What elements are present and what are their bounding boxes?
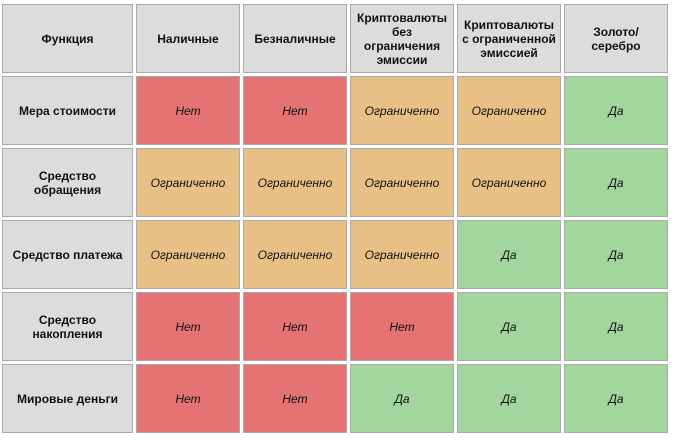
table-cell: Да — [564, 292, 668, 361]
table-cell: Да — [564, 220, 668, 289]
row-label: Средство обращения — [2, 148, 133, 217]
table-row: Мера стоимости Нет Нет Ограниченно Огран… — [2, 76, 668, 145]
header-noncash: Безналичные — [243, 4, 347, 73]
table-cell: Ограниченно — [243, 148, 347, 217]
table-cell: Ограниченно — [136, 148, 240, 217]
header-function: Функция — [2, 4, 133, 73]
table-cell: Нет — [243, 292, 347, 361]
table-cell: Да — [457, 220, 561, 289]
table-row: Средство накопления Нет Нет Нет Да Да — [2, 292, 668, 361]
table-cell: Ограниченно — [350, 76, 454, 145]
row-label: Мировые деньги — [2, 364, 133, 433]
table-row: Мировые деньги Нет Нет Да Да Да — [2, 364, 668, 433]
row-label: Средство накопления — [2, 292, 133, 361]
table-cell: Ограниченно — [350, 220, 454, 289]
table-cell: Ограниченно — [457, 148, 561, 217]
row-label: Мера стоимости — [2, 76, 133, 145]
table-cell: Да — [457, 364, 561, 433]
table-cell: Ограниченно — [350, 148, 454, 217]
table-row: Средство платежа Ограниченно Ограниченно… — [2, 220, 668, 289]
header-gold-silver: Золото/серебро — [564, 4, 668, 73]
table-cell: Нет — [243, 364, 347, 433]
table-cell: Нет — [136, 76, 240, 145]
table-cell: Нет — [243, 76, 347, 145]
table-cell: Да — [564, 148, 668, 217]
table-cell: Да — [457, 292, 561, 361]
table-cell: Нет — [136, 364, 240, 433]
table-cell: Да — [564, 364, 668, 433]
table-cell: Нет — [350, 292, 454, 361]
table-row: Средство обращения Ограниченно Ограничен… — [2, 148, 668, 217]
row-label: Средство платежа — [2, 220, 133, 289]
table-cell: Да — [564, 76, 668, 145]
header-crypto-limited: Криптовалюты с ограниченной эмиссией — [457, 4, 561, 73]
table-cell: Да — [350, 364, 454, 433]
header-cash: Наличные — [136, 4, 240, 73]
table-cell: Нет — [136, 292, 240, 361]
header-crypto-unlimited: Криптовалюты без ограничения эмиссии — [350, 4, 454, 73]
table-cell: Ограниченно — [457, 76, 561, 145]
table-cell: Ограниченно — [136, 220, 240, 289]
table-cell: Ограниченно — [243, 220, 347, 289]
header-row: Функция Наличные Безналичные Криптовалют… — [2, 4, 668, 73]
